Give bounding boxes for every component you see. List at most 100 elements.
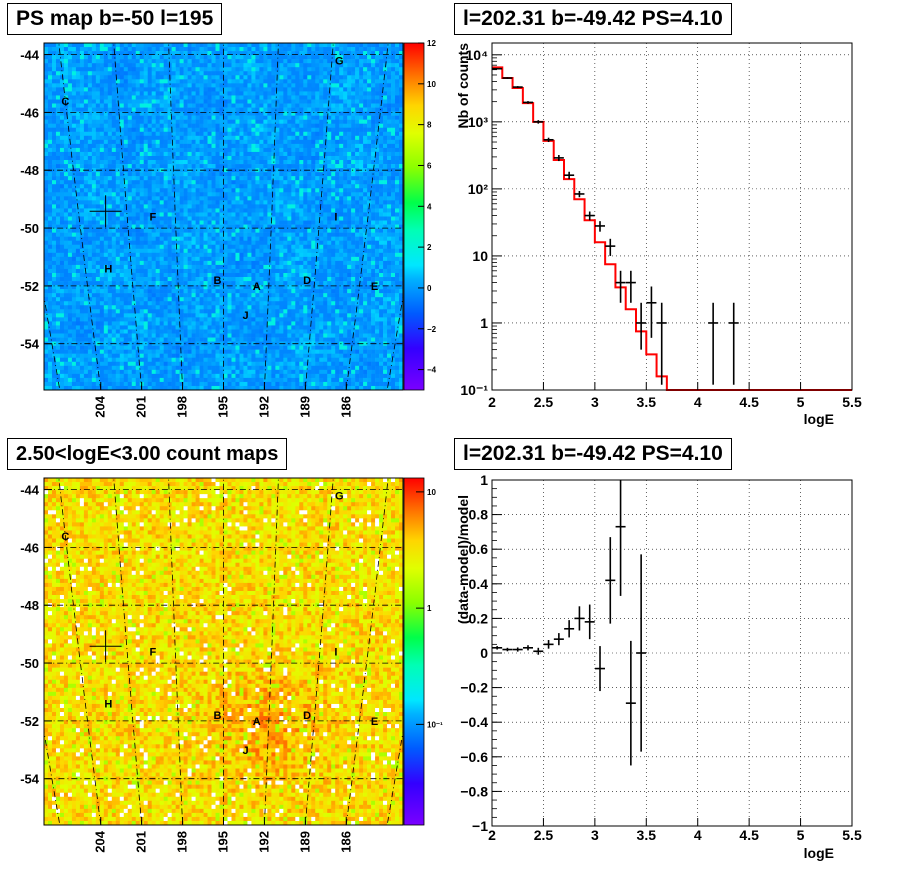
map-pixel xyxy=(359,216,364,221)
map-pixel xyxy=(271,220,276,225)
map-pixel xyxy=(267,176,272,181)
map-pixel xyxy=(355,99,360,104)
map-pixel xyxy=(44,160,49,165)
map-pixel xyxy=(139,107,145,112)
map-pixel xyxy=(187,164,192,169)
map-pixel xyxy=(267,79,272,84)
map-pixel xyxy=(111,123,117,129)
map-pixel xyxy=(223,99,228,104)
map-pixel xyxy=(131,192,137,197)
map-pixel xyxy=(219,51,224,56)
map-pixel xyxy=(139,240,145,246)
map-pixel xyxy=(211,71,216,76)
map-pixel xyxy=(179,147,184,153)
map-pixel xyxy=(395,151,400,157)
map-pixel xyxy=(351,236,356,241)
map-pixel xyxy=(351,260,356,266)
map-pixel xyxy=(95,123,101,129)
map-pixel xyxy=(375,91,380,96)
map-pixel xyxy=(63,180,69,185)
map-pixel xyxy=(387,115,392,120)
map-pixel xyxy=(391,155,396,161)
map-pixel xyxy=(367,151,372,157)
map-pixel xyxy=(259,67,264,72)
map-pixel xyxy=(247,43,252,48)
map-pixel xyxy=(315,95,320,100)
map-pixel xyxy=(351,168,356,173)
map-pixel xyxy=(335,115,340,120)
map-pixel xyxy=(267,95,272,100)
map-pixel xyxy=(315,220,320,225)
map-pixel xyxy=(44,188,49,193)
map-pixel xyxy=(299,123,304,129)
map-pixel xyxy=(247,107,252,112)
map-pixel xyxy=(271,63,276,68)
map-pixel xyxy=(187,260,192,266)
map-pixel xyxy=(235,188,240,193)
map-pixel xyxy=(383,55,388,60)
map-pixel xyxy=(195,87,200,92)
map-pixel xyxy=(223,160,228,165)
map-pixel xyxy=(211,204,216,209)
map-pixel xyxy=(147,51,152,56)
map-pixel xyxy=(167,180,172,185)
map-pixel xyxy=(231,224,236,229)
map-pixel xyxy=(259,123,264,129)
map-pixel xyxy=(275,119,280,124)
map-pixel xyxy=(299,63,304,68)
map-pixel xyxy=(219,147,224,153)
map-pixel xyxy=(391,220,396,225)
map-pixel xyxy=(195,135,200,141)
map-pixel xyxy=(79,139,85,145)
map-pixel xyxy=(119,63,125,68)
map-pixel xyxy=(127,260,133,266)
map-pixel xyxy=(103,63,109,68)
map-pixel xyxy=(379,143,384,149)
map-pixel xyxy=(247,208,252,213)
map-pixel xyxy=(255,151,260,157)
map-pixel xyxy=(247,95,252,100)
map-pixel xyxy=(203,232,208,237)
map-pixel xyxy=(135,216,141,221)
map-pixel xyxy=(359,119,364,124)
map-pixel xyxy=(243,180,248,185)
map-pixel xyxy=(107,172,113,177)
map-pixel xyxy=(347,155,352,161)
map-pixel xyxy=(231,200,236,205)
map-pixel xyxy=(191,180,196,185)
map-pixel xyxy=(51,160,57,165)
map-pixel xyxy=(323,160,328,165)
map-pixel xyxy=(51,147,57,153)
map-pixel xyxy=(183,260,188,266)
map-pixel xyxy=(359,63,364,68)
map-pixel xyxy=(79,164,85,169)
map-pixel xyxy=(227,155,232,161)
map-pixel xyxy=(223,188,228,193)
map-pixel xyxy=(199,147,204,153)
map-pixel xyxy=(51,196,57,201)
map-pixel xyxy=(71,151,77,157)
map-pixel xyxy=(343,200,348,205)
map-pixel xyxy=(95,260,101,266)
map-pixel xyxy=(47,200,53,205)
map-pixel xyxy=(167,147,172,153)
map-pixel xyxy=(319,43,324,48)
map-pixel xyxy=(347,168,352,173)
map-pixel xyxy=(91,208,97,213)
map-pixel xyxy=(395,256,400,262)
map-pixel xyxy=(67,71,73,76)
map-pixel xyxy=(371,91,376,96)
map-pixel xyxy=(239,55,244,60)
map-pixel xyxy=(319,160,324,165)
map-pixel xyxy=(167,172,172,177)
map-pixel xyxy=(247,71,252,76)
map-pixel xyxy=(199,63,204,68)
map-pixel xyxy=(51,103,57,108)
map-pixel xyxy=(327,232,332,237)
map-pixel xyxy=(123,260,129,266)
map-pixel xyxy=(267,107,272,112)
map-pixel xyxy=(231,240,236,246)
map-pixel xyxy=(315,232,320,237)
map-pixel xyxy=(359,184,364,189)
map-pixel xyxy=(135,192,141,197)
